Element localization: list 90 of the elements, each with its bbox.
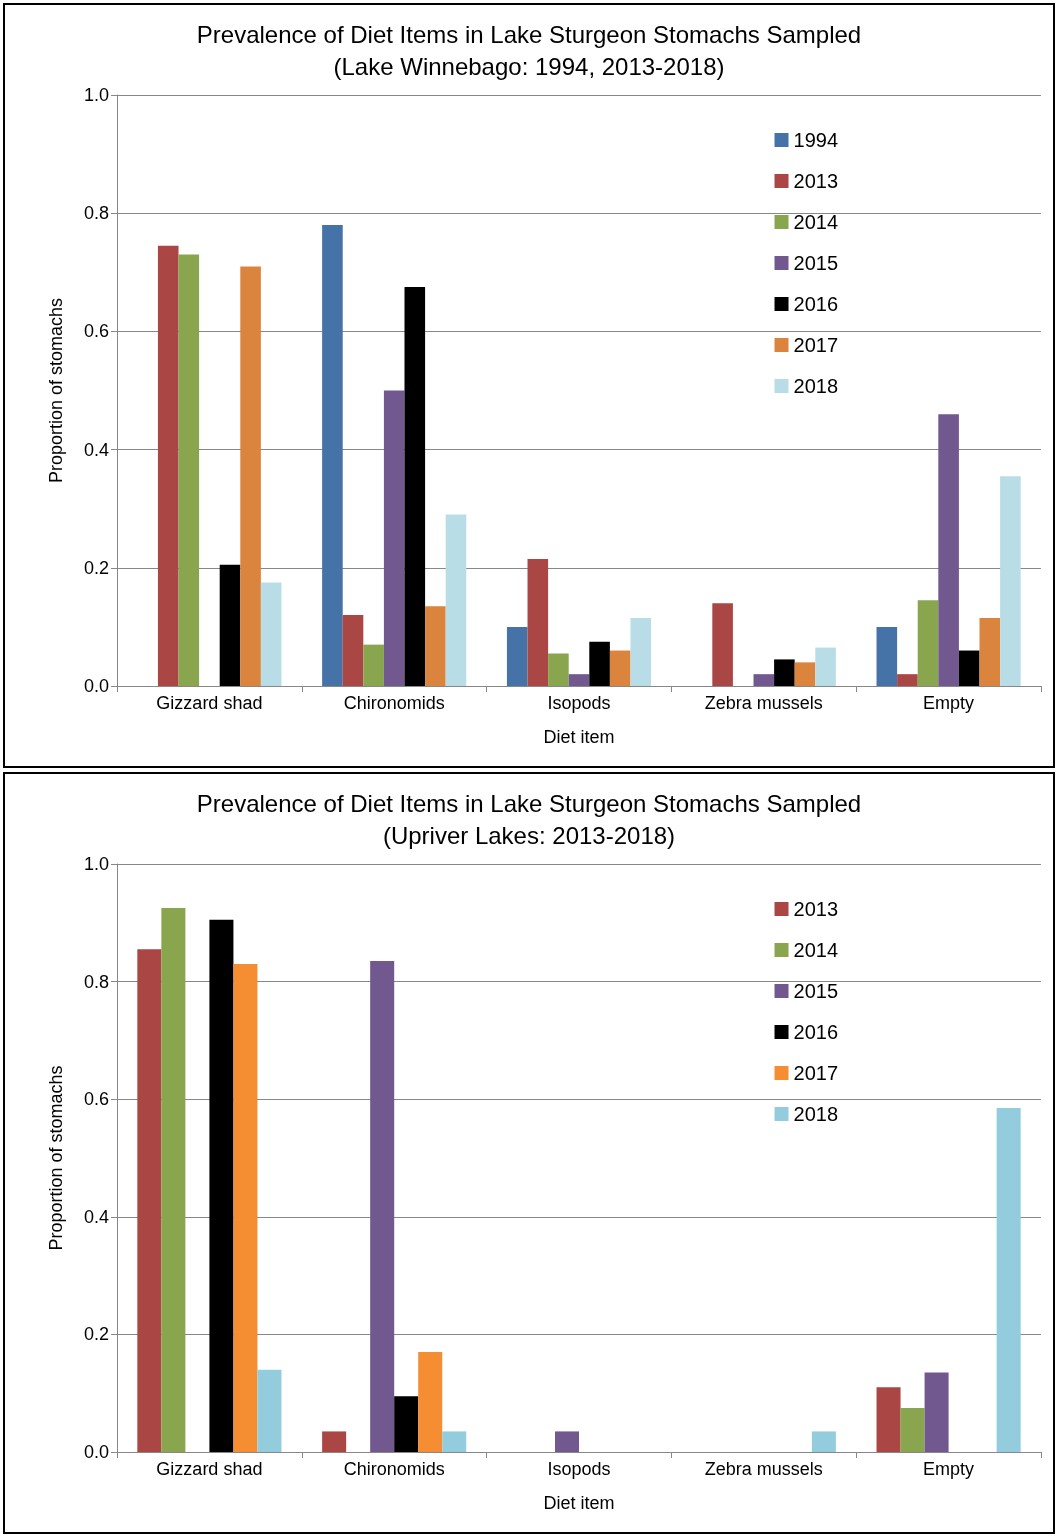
chart-title: Prevalence of Diet Items in Lake Sturgeon Stomachs Sampled <box>196 789 862 817</box>
bar <box>383 390 405 686</box>
bar <box>609 650 631 686</box>
x-tick-label: Empty <box>923 1459 975 1479</box>
y-tick-label: 0.8 <box>83 203 109 224</box>
y-tick-label: 0.6 <box>83 321 109 342</box>
bar <box>876 626 898 686</box>
bar <box>394 1396 419 1452</box>
x-tick-label: Gizzard shad <box>156 1459 263 1479</box>
chart-title: Prevalence of Diet Items in Lake Sturgeon Stomachs Sampled <box>196 20 862 48</box>
bar <box>137 949 162 1452</box>
y-tick-label: 0.4 <box>83 439 109 460</box>
x-tick-label: Empty <box>923 693 975 713</box>
bar <box>260 582 282 686</box>
bar <box>568 674 590 686</box>
bar <box>917 600 939 686</box>
bar <box>548 653 569 686</box>
bar <box>240 266 261 686</box>
chart-subtitle: (Upriver Lakes: 2013-2018) <box>382 821 676 849</box>
bar <box>404 287 426 686</box>
legend-label: 2014 <box>793 211 839 233</box>
bar <box>900 1407 925 1452</box>
bar <box>209 919 234 1452</box>
bar <box>445 514 467 686</box>
y-tick-label: 1.0 <box>83 85 109 105</box>
y-tick-label: 1.0 <box>83 854 109 874</box>
bar <box>589 641 610 686</box>
y-tick-label: 0.6 <box>83 1089 109 1110</box>
x-axis-title: Diet item <box>543 1493 615 1513</box>
bar <box>811 1431 836 1452</box>
chart-subtitle: (Lake Winnebago: 1994, 2013-2018) <box>333 52 725 80</box>
bar <box>876 1387 901 1452</box>
legend-label: 2013 <box>793 898 839 920</box>
x-tick-label: Chironomids <box>343 1459 445 1479</box>
bar <box>897 674 918 686</box>
bar <box>322 225 343 686</box>
legend-label: 2016 <box>793 293 839 315</box>
bar <box>178 254 200 686</box>
y-tick-label: 0.2 <box>83 557 109 578</box>
bar <box>958 650 980 686</box>
bar <box>924 1372 949 1452</box>
bar <box>161 908 186 1452</box>
y-tick-label: 0.2 <box>83 1324 109 1345</box>
x-tick-label: Chironomids <box>343 693 445 713</box>
legend-label: 2015 <box>793 980 839 1002</box>
y-tick-label: 0.0 <box>83 676 109 696</box>
bar <box>442 1431 467 1452</box>
y-tick-label: 0.8 <box>83 971 109 992</box>
y-tick-label: 0.4 <box>83 1206 109 1227</box>
bar <box>157 245 179 686</box>
bar <box>938 414 959 686</box>
bar <box>996 1108 1021 1452</box>
legend-label: 2016 <box>793 1021 839 1043</box>
bar <box>712 603 733 686</box>
bar <box>753 674 775 686</box>
bar <box>774 659 795 686</box>
y-axis-title: Proportion of stomachs <box>46 1065 66 1251</box>
legend-label: 2018 <box>793 1103 839 1125</box>
legend-label: 2013 <box>793 170 839 192</box>
bar <box>979 618 1001 686</box>
x-tick-label: Isopods <box>547 1459 611 1479</box>
y-tick-label: 0.0 <box>83 1442 109 1462</box>
x-tick-label: Gizzard shad <box>156 693 263 713</box>
bar <box>815 647 836 686</box>
legend-label: 2017 <box>793 1062 839 1084</box>
bar <box>418 1352 443 1452</box>
x-tick-label: Isopods <box>547 693 611 713</box>
legend-label: 1994 <box>793 129 839 151</box>
bar <box>425 606 446 686</box>
bar <box>233 963 258 1452</box>
x-axis-title: Diet item <box>543 727 615 747</box>
bar <box>370 961 395 1452</box>
x-tick-label: Zebra mussels <box>704 693 823 713</box>
y-axis-title: Proportion of stomachs <box>46 297 66 484</box>
bar <box>363 644 384 686</box>
bar <box>342 615 364 686</box>
bar <box>322 1431 347 1452</box>
bar <box>1000 476 1021 686</box>
bar <box>794 662 816 686</box>
bar <box>554 1431 579 1452</box>
bar <box>257 1369 282 1452</box>
legend-label: 2014 <box>793 939 839 961</box>
bar <box>506 626 528 686</box>
legend-label: 2018 <box>793 375 839 397</box>
x-tick-label: Zebra mussels <box>704 1459 823 1479</box>
bar <box>527 558 549 686</box>
legend-label: 2017 <box>793 334 839 356</box>
bar <box>630 618 652 686</box>
bar <box>219 564 241 686</box>
legend-label: 2015 <box>793 252 839 274</box>
